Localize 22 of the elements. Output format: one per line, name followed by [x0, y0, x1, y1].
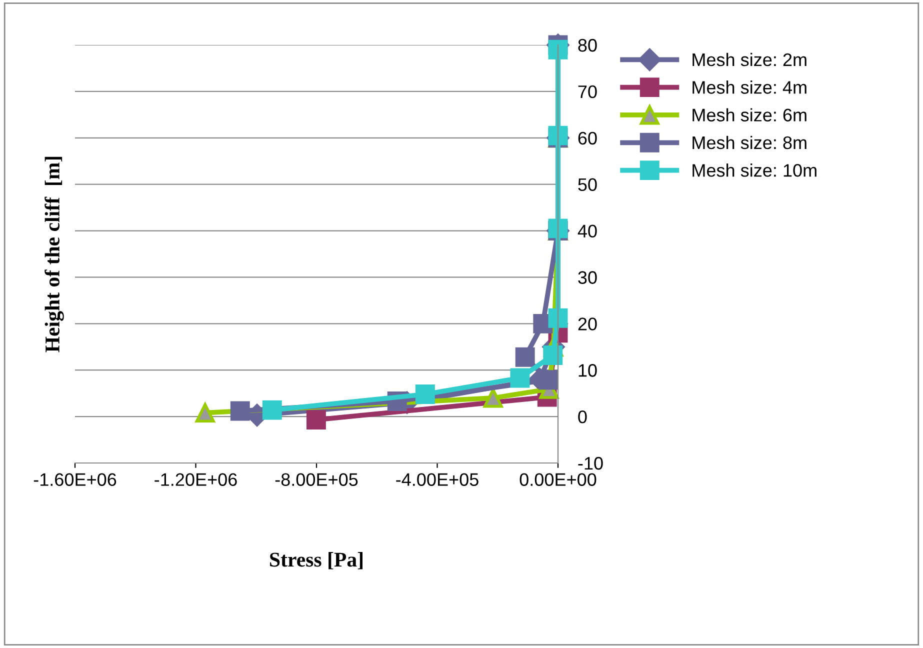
y-tick-label: 0 [578, 410, 587, 424]
y-tick-label: 80 [578, 38, 597, 52]
x-tick-label: -8.00E+05 [275, 473, 358, 486]
y-axis-title: Height of the cliff [m] [44, 156, 64, 352]
y-tick-label: 50 [578, 178, 597, 192]
y-tick-label: 40 [578, 224, 597, 238]
y-tick-label: 60 [578, 132, 597, 145]
legend-label: Mesh size: 4m [692, 80, 806, 94]
x-tick-label: -1.20E+06 [154, 473, 237, 486]
legend-label: Mesh size: 10m [692, 164, 816, 177]
legend-label: Mesh size: 8m [692, 136, 806, 150]
y-tick-label: 70 [578, 85, 597, 98]
x-tick-label: -1.60E+06 [34, 473, 116, 486]
y-tick-label: -10 [578, 456, 603, 470]
y-tick-label: 10 [578, 364, 597, 377]
y-tick-label: 20 [578, 318, 597, 330]
y-tick-label: 30 [578, 271, 597, 284]
x-axis-title: Stress [Pa] [270, 552, 362, 570]
x-tick-label: 0.00E+00 [520, 473, 596, 486]
legend-label: Mesh size: 2m [692, 52, 806, 66]
legend-label: Mesh size: 6m [692, 108, 806, 122]
x-tick-label: -4.00E+05 [396, 473, 478, 486]
